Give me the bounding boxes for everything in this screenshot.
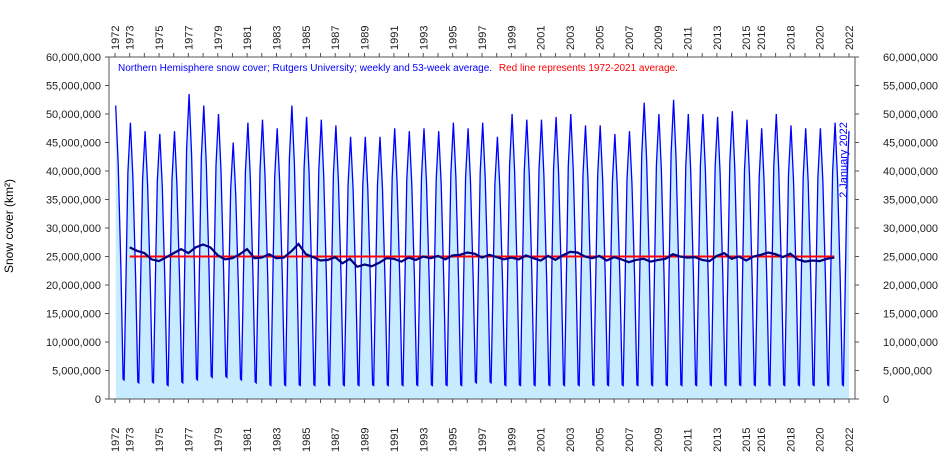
y-tick-label-right: 60,000,000 bbox=[883, 52, 938, 64]
x-axis-top: 1972 1973 1975 1977 1979 1981 1983 1985 1987 1989… bbox=[110, 26, 856, 57]
y-tick-label-right: 35,000,000 bbox=[883, 195, 938, 207]
x-tick-label-top: 1975 bbox=[154, 26, 166, 50]
x-tick-label-top: 2022 bbox=[844, 26, 856, 50]
y-axis-label: Snow cover (km²) bbox=[2, 179, 16, 273]
chart-title: Northern Hemisphere snow cover; Rutgers … bbox=[118, 63, 678, 74]
y-tick-label-right: 20,000,000 bbox=[883, 280, 938, 292]
y-tick-label-right: 45,000,000 bbox=[883, 138, 938, 150]
x-tick-label-top: 1983 bbox=[271, 26, 283, 50]
y-tick-label-left: 60,000,000 bbox=[46, 52, 101, 64]
y-axis-left: 0 5,000,000 10,000,000 15,000,000 20,000,000… bbox=[46, 52, 109, 406]
y-tick-label-right: 25,000,000 bbox=[883, 252, 938, 264]
y-tick-label-left: 35,000,000 bbox=[46, 195, 101, 207]
x-tick-label-bottom: 2015 bbox=[741, 428, 753, 452]
x-tick-label-bottom: 1975 bbox=[154, 428, 166, 452]
x-tick-label-top: 1989 bbox=[360, 26, 372, 50]
snow-cover-fill bbox=[115, 94, 849, 399]
y-tick-label-left: 10,000,000 bbox=[46, 337, 101, 349]
x-tick-label-bottom: 2018 bbox=[785, 428, 797, 452]
x-tick-label-top: 1991 bbox=[389, 26, 401, 50]
date-side-label: 2 January 2022 bbox=[838, 122, 850, 198]
x-tick-label-top: 1985 bbox=[301, 26, 313, 50]
y-tick-label-right: 30,000,000 bbox=[883, 223, 938, 235]
x-tick-label-bottom: 1991 bbox=[389, 428, 401, 452]
x-tick-label-top: 2001 bbox=[536, 26, 548, 50]
x-tick-label-top: 1973 bbox=[125, 26, 137, 50]
x-tick-label-top: 2013 bbox=[712, 26, 724, 50]
y-tick-label-left: 50,000,000 bbox=[46, 109, 101, 121]
x-tick-label-bottom: 1995 bbox=[448, 428, 460, 452]
y-tick-label-left: 15,000,000 bbox=[46, 309, 101, 321]
y-tick-label-left: 5,000,000 bbox=[52, 366, 101, 378]
x-tick-label-top: 2015 bbox=[741, 26, 753, 50]
x-tick-label-top: 1972 bbox=[110, 26, 122, 50]
x-tick-label-top: 1997 bbox=[477, 26, 489, 50]
x-tick-label-top: 2007 bbox=[624, 26, 636, 50]
x-tick-label-bottom: 2016 bbox=[756, 428, 768, 452]
x-tick-label-top: 2020 bbox=[815, 26, 827, 50]
x-tick-label-top: 1977 bbox=[183, 26, 195, 50]
x-tick-label-bottom: 2011 bbox=[683, 428, 695, 452]
x-tick-label-bottom: 1983 bbox=[271, 428, 283, 452]
y-tick-label-right: 0 bbox=[883, 394, 889, 406]
x-tick-label-top: 1979 bbox=[213, 26, 225, 50]
y-tick-label-left: 25,000,000 bbox=[46, 252, 101, 264]
y-tick-label-left: 30,000,000 bbox=[46, 223, 101, 235]
x-tick-label-bottom: 1979 bbox=[213, 428, 225, 452]
x-tick-label-bottom: 2003 bbox=[565, 428, 577, 452]
y-tick-label-left: 45,000,000 bbox=[46, 138, 101, 150]
y-tick-label-left: 0 bbox=[95, 394, 101, 406]
y-tick-label-right: 15,000,000 bbox=[883, 309, 938, 321]
x-axis-bottom: 1972 1973 1975 1977 1979 1981 1983 1985 1987 1989… bbox=[110, 399, 856, 452]
x-tick-label-bottom: 1987 bbox=[330, 428, 342, 452]
x-tick-label-bottom: 1997 bbox=[477, 428, 489, 452]
x-tick-label-top: 2018 bbox=[785, 26, 797, 50]
x-tick-label-top: 2003 bbox=[565, 26, 577, 50]
x-tick-label-bottom: 1973 bbox=[125, 428, 137, 452]
y-tick-label-right: 55,000,000 bbox=[883, 81, 938, 93]
x-tick-label-top: 1993 bbox=[418, 26, 430, 50]
x-tick-label-bottom: 2020 bbox=[815, 428, 827, 452]
y-tick-label-right: 40,000,000 bbox=[883, 166, 938, 178]
x-tick-label-top: 2005 bbox=[594, 26, 606, 50]
x-tick-label-top: 2016 bbox=[756, 26, 768, 50]
y-tick-label-right: 50,000,000 bbox=[883, 109, 938, 121]
y-tick-label-left: 20,000,000 bbox=[46, 280, 101, 292]
y-tick-label-left: 55,000,000 bbox=[46, 81, 101, 93]
y-tick-label-right: 10,000,000 bbox=[883, 337, 938, 349]
x-tick-label-top: 2011 bbox=[683, 26, 695, 50]
x-tick-label-bottom: 1999 bbox=[506, 428, 518, 452]
running-average-line bbox=[129, 242, 835, 269]
x-tick-label-bottom: 2001 bbox=[536, 428, 548, 452]
y-axis-right: 0 5,000,000 10,000,000 15,000,000 20,000,000… bbox=[855, 52, 938, 406]
weekly-fill-area bbox=[115, 94, 849, 399]
x-tick-label-bottom: 2007 bbox=[624, 428, 636, 452]
weekly-snow-cover-line bbox=[115, 93, 850, 387]
x-tick-label-bottom: 1981 bbox=[242, 428, 254, 452]
x-tick-label-top: 1981 bbox=[242, 26, 254, 50]
x-tick-label-bottom: 1989 bbox=[360, 428, 372, 452]
x-tick-label-bottom: 1993 bbox=[418, 428, 430, 452]
x-tick-label-bottom: 1972 bbox=[110, 428, 122, 452]
x-tick-label-top: 1999 bbox=[506, 26, 518, 50]
x-tick-label-top: 1987 bbox=[330, 26, 342, 50]
x-tick-label-bottom: 2005 bbox=[594, 428, 606, 452]
series-group bbox=[115, 93, 850, 387]
x-tick-label-bottom: 1977 bbox=[183, 428, 195, 452]
x-tick-label-top: 2009 bbox=[653, 26, 665, 50]
chart-title-part1: Northern Hemisphere snow cover; Rutgers … bbox=[118, 63, 492, 74]
x-tick-label-top: 1995 bbox=[448, 26, 460, 50]
x-tick-label-bottom: 2022 bbox=[844, 428, 856, 452]
y-tick-label-right: 5,000,000 bbox=[883, 366, 932, 378]
x-tick-label-bottom: 2013 bbox=[712, 428, 724, 452]
y-tick-label-left: 40,000,000 bbox=[46, 166, 101, 178]
x-tick-label-bottom: 2009 bbox=[653, 428, 665, 452]
x-tick-label-bottom: 1985 bbox=[301, 428, 313, 452]
chart-title-part2: Red line represents 1972-2021 average. bbox=[499, 63, 678, 74]
